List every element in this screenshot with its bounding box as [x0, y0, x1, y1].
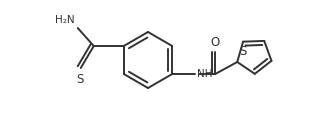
Text: NH: NH [197, 69, 213, 79]
Text: O: O [211, 36, 220, 49]
Text: H₂N: H₂N [55, 15, 75, 25]
Text: S: S [239, 45, 247, 58]
Text: S: S [76, 73, 83, 86]
